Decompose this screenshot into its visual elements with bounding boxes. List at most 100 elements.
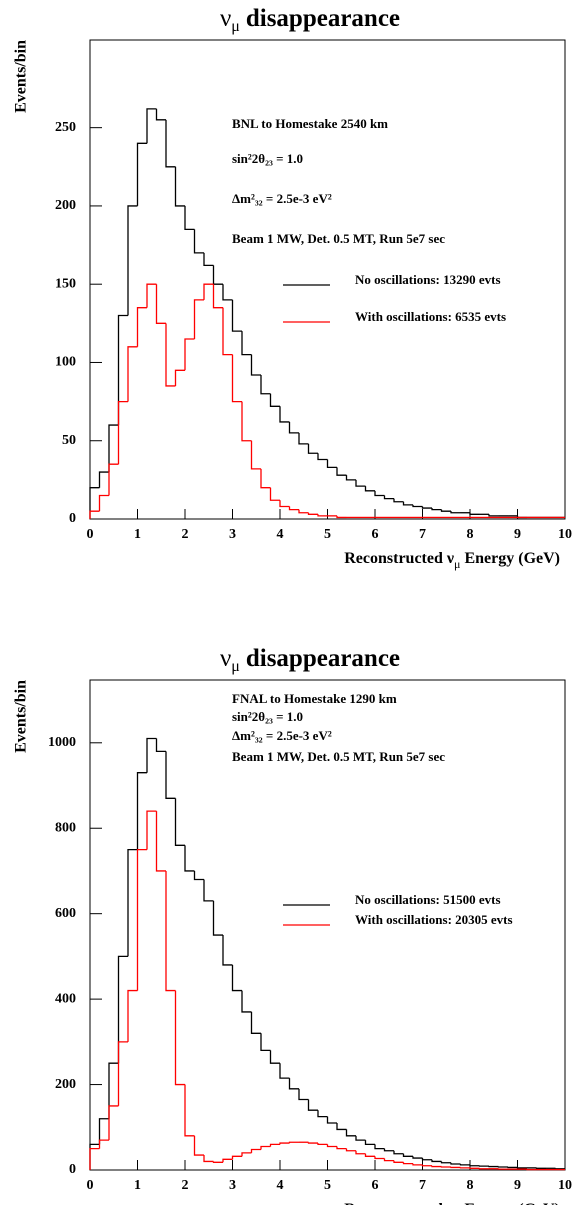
title-rest: disappearance (246, 5, 400, 32)
histogram-bin (336, 515, 347, 519)
histogram-bin (184, 845, 195, 872)
histogram-bin (393, 1150, 404, 1155)
histogram-bin (298, 1088, 309, 1101)
histogram-bin (279, 1063, 290, 1079)
annotation: Δm²₃₂ = 2.5e-3 eV² (232, 191, 332, 206)
histogram-bin (269, 487, 280, 501)
histogram-bin (402, 501, 413, 506)
histogram-bin (336, 467, 347, 476)
histogram-bin (364, 1140, 375, 1146)
histogram-bin (241, 990, 252, 1013)
histogram-bin (203, 252, 214, 267)
annotation: FNAL to Homestake 1290 km (232, 691, 397, 706)
y-tick-label: 400 (55, 991, 76, 1006)
x-tick-label: 1 (134, 527, 141, 542)
x-tick-label: 0 (87, 527, 94, 542)
histogram-bin (222, 935, 233, 966)
x-tick-label: 7 (419, 1178, 426, 1193)
title-nu: ν (220, 645, 231, 672)
histogram-bin (250, 1148, 261, 1153)
histogram-bin (431, 508, 442, 511)
histogram-bin (193, 1135, 204, 1156)
x-label-main: Reconstructed ν (344, 1201, 454, 1205)
histogram-bin (231, 1155, 242, 1160)
histogram-bin (345, 1148, 356, 1152)
x-tick-label: 2 (182, 527, 189, 542)
histogram-bin (450, 511, 461, 514)
x-tick-label: 9 (514, 1178, 521, 1193)
histogram-bin (184, 1084, 195, 1137)
histogram-bin (193, 870, 204, 881)
histogram-bin (222, 284, 233, 301)
histogram-bin (298, 509, 309, 514)
histogram-bin (374, 1156, 385, 1160)
histogram-bin (383, 1158, 394, 1162)
histogram-bin (108, 424, 119, 473)
histogram-bin (383, 495, 394, 500)
histogram-bin (222, 307, 233, 356)
y-tick-label: 150 (55, 276, 76, 291)
histogram-bin (117, 314, 128, 426)
histogram-bin (203, 283, 214, 300)
title-rest: disappearance (246, 645, 400, 672)
legend-label: With oscillations: 20305 evts (355, 912, 513, 927)
histogram-bin (317, 1143, 328, 1146)
histogram-bin (364, 486, 375, 492)
legend-label: With oscillations: 6535 evts (355, 309, 506, 324)
x-label-rest: Energy (GeV) (464, 550, 560, 567)
annotation: Δm²₃₂ = 2.5e-3 eV² (232, 728, 332, 743)
histogram-bin (250, 440, 261, 470)
histogram-bin (440, 1161, 451, 1164)
histogram-bin (431, 1165, 442, 1168)
histogram-bin (364, 1153, 375, 1157)
histogram-bin (231, 299, 242, 332)
histogram-bin (241, 401, 252, 442)
histogram-bin (193, 229, 204, 254)
histogram-bin (412, 504, 423, 508)
histogram-bin (450, 1162, 461, 1165)
histogram-bin (155, 108, 166, 121)
histogram-bin (355, 479, 366, 487)
histogram-bin (108, 1105, 119, 1141)
x-tick-label: 5 (324, 1178, 331, 1193)
x-tick-label: 10 (558, 1178, 572, 1193)
annotation: sin²2θ₂₃ = 1.0 (232, 151, 303, 166)
histogram-bin (146, 108, 157, 144)
histogram-bin (89, 510, 100, 519)
histogram-bin (127, 205, 138, 316)
histogram-bin (98, 1139, 109, 1149)
histogram-bin (193, 299, 204, 339)
histogram-bin (288, 421, 299, 434)
chart-title: νμ disappearance (220, 5, 400, 35)
histogram-bin (307, 443, 318, 454)
histogram-bin (165, 119, 176, 168)
histogram-bin (440, 509, 451, 512)
y-axis-label: Events/bin (13, 680, 30, 753)
histogram-bin (212, 265, 223, 285)
histogram-bin (279, 500, 290, 508)
histogram-bin (412, 1163, 423, 1166)
histogram-bin (184, 338, 195, 371)
x-tick-label: 6 (372, 527, 379, 542)
y-tick-label: 0 (69, 511, 76, 526)
histogram-bin (402, 1153, 413, 1157)
histogram-bin (393, 498, 404, 503)
histogram-bin (98, 1118, 109, 1145)
histogram-bin (279, 406, 290, 423)
histogram-bin (231, 354, 242, 403)
histogram-bin (307, 512, 318, 515)
histogram-bin (307, 1142, 318, 1144)
histogram-bin (146, 810, 157, 850)
histogram-bin (488, 514, 499, 517)
x-tick-label: 5 (324, 527, 331, 542)
x-tick-label: 4 (277, 1178, 284, 1193)
histogram-bin (459, 1164, 470, 1166)
x-label-sub: μ (454, 557, 460, 571)
chart-title: νμ disappearance (220, 645, 400, 675)
histogram-bin (146, 283, 157, 308)
histogram-bin (174, 369, 185, 386)
y-tick-label: 200 (55, 1077, 76, 1092)
histogram-bin (355, 1150, 366, 1155)
histogram-bin (317, 514, 328, 517)
histogram-bin (174, 990, 185, 1086)
